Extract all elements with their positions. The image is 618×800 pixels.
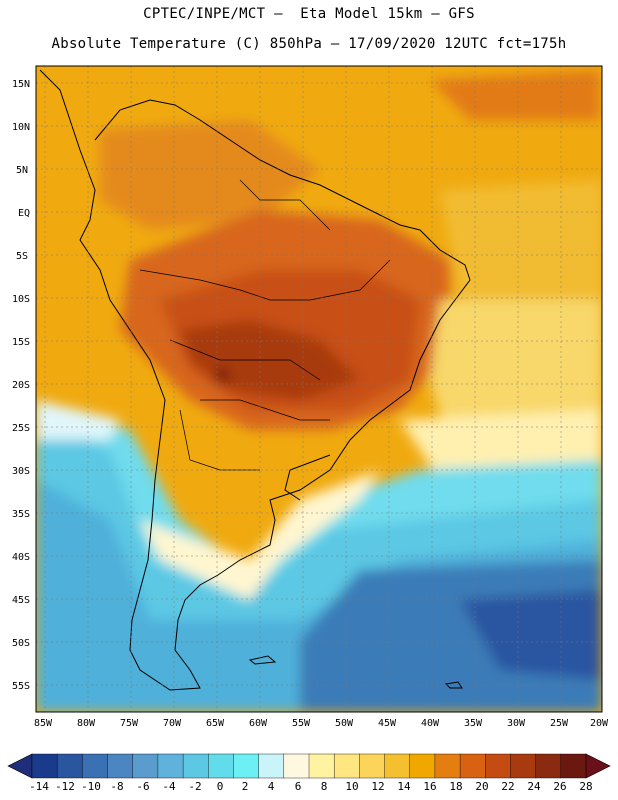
lon-label: 35W	[464, 718, 483, 729]
colorbar-swatch	[283, 753, 310, 779]
lon-label: 25W	[550, 718, 569, 729]
lon-label: 20W	[590, 718, 609, 729]
colorbar-label: -12	[55, 780, 75, 793]
lat-label: 15S	[12, 337, 30, 348]
colorbar-swatch	[510, 753, 537, 779]
title-line-1: CPTEC/INPE/MCT – Eta Model 15km – GFS	[143, 6, 475, 22]
lon-label: 75W	[120, 718, 139, 729]
colorbar-swatch	[107, 753, 134, 779]
colorbar-swatch	[560, 753, 587, 779]
country-borders	[139, 179, 391, 471]
latitude-axis: 15N 10N 5N EQ 5S 10S 15S 20S 25S 30S 35S…	[12, 79, 30, 692]
title-line-2: Absolute Temperature (C) 850hPa – 17/09/…	[51, 36, 567, 52]
lon-label: 40W	[421, 718, 440, 729]
lat-label: 10S	[12, 294, 30, 305]
lat-label: 20S	[12, 380, 30, 391]
lat-label: EQ	[18, 208, 30, 219]
colorbar-swatch	[308, 753, 335, 779]
lat-label: 35S	[12, 509, 30, 520]
colorbar-swatch	[384, 753, 411, 779]
colorbar-label: 28	[579, 780, 593, 793]
longitude-axis: 85W 80W 75W 70W 65W 60W 55W 50W 45W 40W …	[34, 718, 609, 729]
lat-label: 50S	[12, 638, 30, 649]
colorbar-label: -10	[81, 780, 101, 793]
lat-label: 45S	[12, 595, 30, 606]
lat-label: 30S	[12, 466, 30, 477]
colorbar-high-arrow	[585, 753, 611, 779]
colorbar-swatch	[434, 753, 461, 779]
colorbar-label: 8	[320, 780, 328, 793]
lat-lon-grid	[36, 66, 602, 712]
colorbar-label: -6	[136, 780, 150, 793]
colorbar-swatch	[82, 753, 109, 779]
colorbar-label: 2	[241, 780, 249, 793]
lon-label: 30W	[507, 718, 526, 729]
lon-label: 50W	[335, 718, 354, 729]
colorbar-label: 12	[371, 780, 385, 793]
colorbar-label: 14	[397, 780, 411, 793]
colorbar-swatch	[359, 753, 386, 779]
coastlines	[39, 69, 471, 691]
colorbar-swatch	[485, 753, 511, 779]
colorbar-low-arrow	[7, 753, 33, 779]
lat-label: 40S	[12, 552, 30, 563]
colorbar-label: -8	[110, 780, 124, 793]
lat-label: 25S	[12, 423, 30, 434]
lon-label: 80W	[77, 718, 96, 729]
colorbar-label: -4	[162, 780, 176, 793]
lon-label: 65W	[206, 718, 225, 729]
colorbar-swatch	[56, 753, 83, 779]
colorbar-swatch	[333, 753, 360, 779]
lon-label: 45W	[378, 718, 397, 729]
colorbar-label: 6	[294, 780, 302, 793]
map-border	[35, 65, 603, 713]
colorbar-label: 10	[345, 780, 359, 793]
colorbar-swatch	[409, 753, 436, 779]
lon-label: 85W	[34, 718, 53, 729]
colorbar-swatch	[459, 753, 486, 779]
lon-label: 55W	[292, 718, 311, 729]
colorbar-label: 0	[216, 780, 224, 793]
lat-label: 10N	[12, 122, 30, 133]
colorbar-label: 26	[553, 780, 567, 793]
colorbar-label: 22	[501, 780, 515, 793]
lon-label: 70W	[163, 718, 182, 729]
colorbar-label: 16	[423, 780, 437, 793]
colorbar-swatch	[258, 753, 285, 779]
colorbar-label: 20	[475, 780, 489, 793]
lon-label: 60W	[249, 718, 268, 729]
colorbar-label: 24	[527, 780, 541, 793]
lat-label: 5N	[16, 165, 28, 176]
lat-label: 5S	[16, 251, 28, 262]
colorbar-swatch	[208, 753, 234, 779]
colorbar-label: 4	[267, 780, 275, 793]
colorbar-swatch	[233, 753, 260, 779]
colorbar-swatch	[535, 753, 562, 779]
colorbar-swatch	[31, 753, 58, 779]
colorbar-swatch	[132, 753, 159, 779]
lat-label: 55S	[12, 681, 30, 692]
colorbar-swatch	[157, 753, 184, 779]
colorbar-label: 18	[449, 780, 463, 793]
colorbar-swatch	[182, 753, 209, 779]
colorbar	[7, 753, 611, 779]
lat-label: 15N	[12, 79, 30, 90]
colorbar-label: -2	[188, 780, 202, 793]
colorbar-label: -14	[29, 780, 49, 793]
temperature-field	[36, 66, 602, 712]
